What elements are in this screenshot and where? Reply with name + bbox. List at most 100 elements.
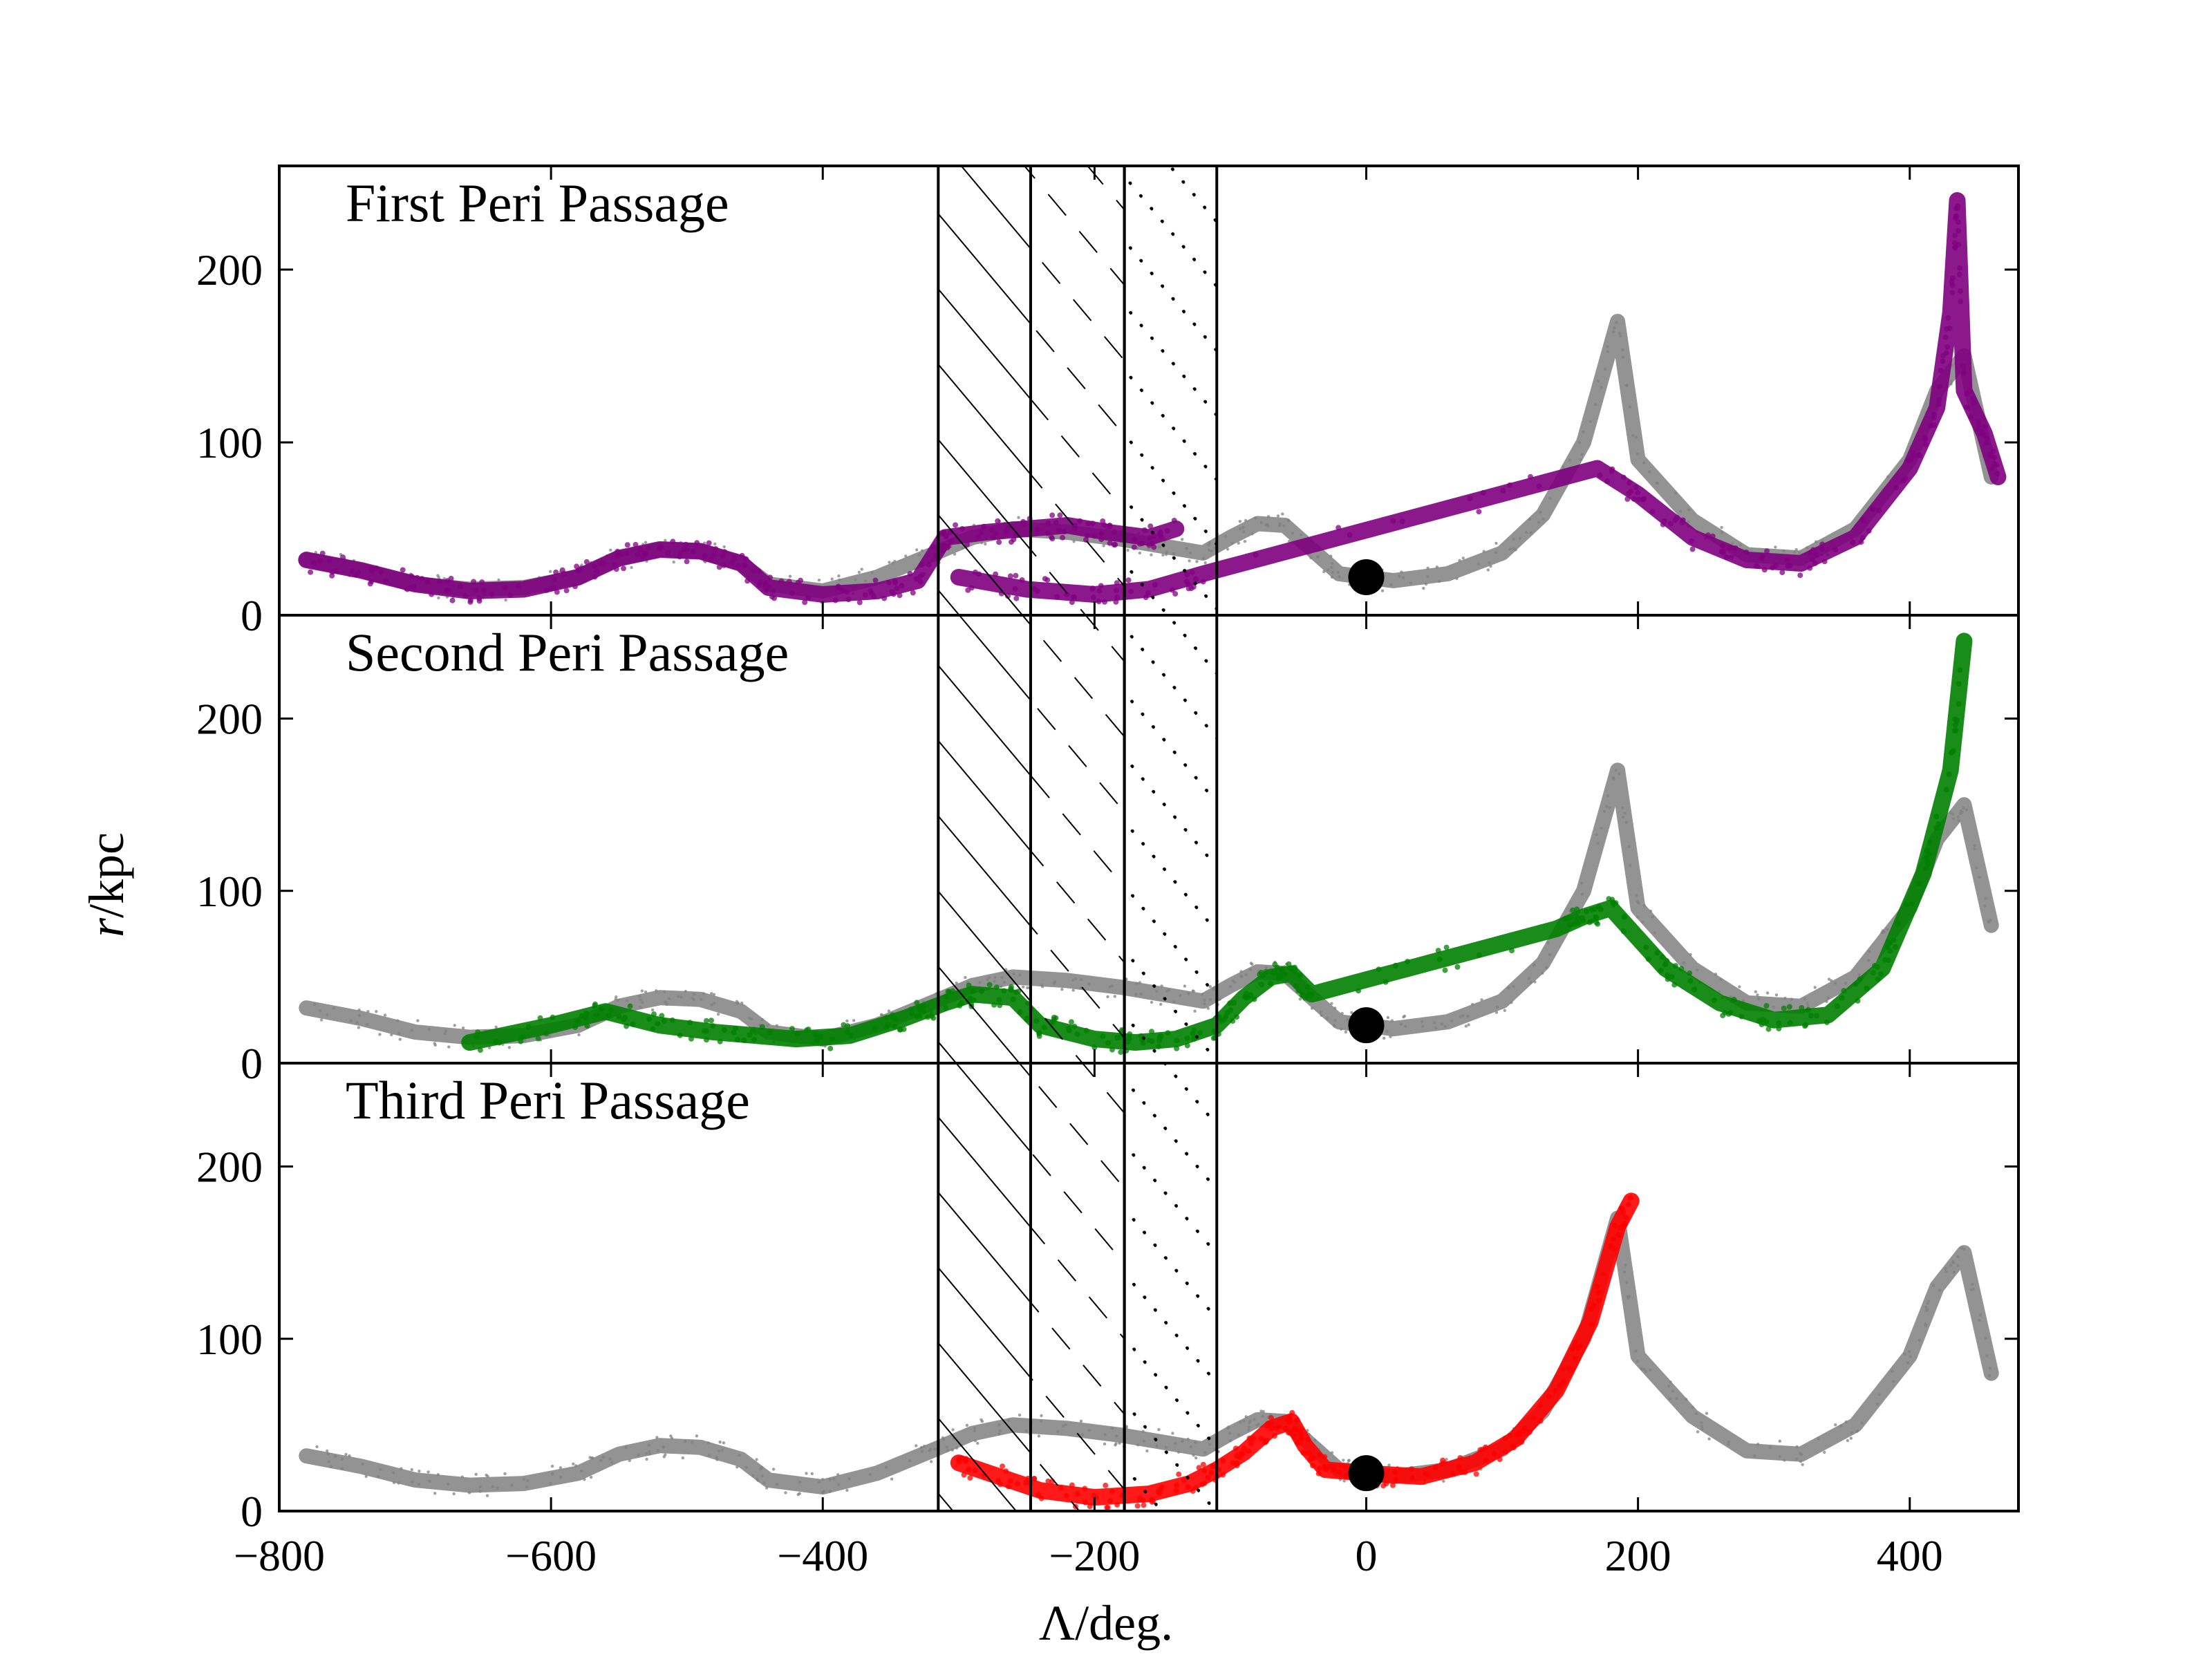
background-stream-point bbox=[411, 1480, 414, 1483]
background-stream-point bbox=[1612, 778, 1615, 781]
background-stream-point bbox=[1668, 1397, 1672, 1400]
background-stream-point bbox=[496, 1486, 499, 1490]
background-stream-point bbox=[1445, 1458, 1448, 1461]
background-stream-point bbox=[917, 553, 921, 557]
highlight-stream-point bbox=[661, 1018, 667, 1024]
highlight-stream-point bbox=[899, 583, 905, 589]
highlight-stream-point bbox=[1268, 1425, 1275, 1432]
background-stream-point bbox=[1426, 566, 1430, 570]
highlight-stream-point bbox=[892, 580, 899, 586]
background-stream-point bbox=[1624, 384, 1629, 387]
highlight-stream-point bbox=[578, 565, 584, 572]
background-stream-point bbox=[1546, 941, 1550, 944]
background-stream-point bbox=[1860, 1421, 1864, 1425]
highlight-stream-point bbox=[921, 1009, 927, 1015]
highlight-stream-point bbox=[627, 1003, 633, 1009]
background-stream-point bbox=[580, 1470, 583, 1473]
highlight-stream-point bbox=[583, 1011, 590, 1016]
highlight-stream-point bbox=[1839, 995, 1845, 1001]
background-stream-point bbox=[847, 1477, 851, 1481]
highlight-stream-point bbox=[1760, 1017, 1766, 1023]
highlight-stream-point bbox=[756, 583, 762, 589]
background-stream-point bbox=[1844, 982, 1848, 985]
background-stream-point bbox=[1801, 1463, 1804, 1466]
background-stream-point bbox=[915, 1444, 918, 1447]
highlight-stream-point bbox=[1232, 1445, 1239, 1452]
background-stream-point bbox=[1568, 458, 1572, 462]
background-stream-point bbox=[1254, 516, 1257, 520]
highlight-stream-point bbox=[687, 1020, 693, 1026]
background-stream-point bbox=[677, 995, 680, 998]
background-stream-point bbox=[1224, 535, 1228, 538]
background-stream-point bbox=[1218, 997, 1221, 1002]
background-stream-point bbox=[756, 1477, 759, 1481]
background-stream-point bbox=[1918, 1338, 1922, 1342]
background-stream-point bbox=[664, 1000, 667, 1004]
highlight-stream-point bbox=[1298, 1435, 1304, 1441]
background-stream-point bbox=[1890, 1369, 1894, 1374]
background-stream-point bbox=[1644, 1369, 1648, 1374]
background-stream-point bbox=[628, 1459, 631, 1463]
highlight-stream-point bbox=[1479, 1446, 1485, 1452]
background-stream-point bbox=[1855, 1429, 1859, 1433]
background-stream-point bbox=[915, 548, 919, 552]
background-stream-point bbox=[467, 1491, 471, 1494]
background-stream-point bbox=[718, 1441, 722, 1444]
highlight-stream-point bbox=[1282, 1425, 1288, 1432]
highlight-stream-point bbox=[333, 568, 339, 574]
background-stream-point bbox=[1951, 364, 1954, 367]
background-stream-point bbox=[817, 1480, 821, 1484]
highlight-stream-point bbox=[1604, 478, 1610, 485]
background-stream-point bbox=[444, 1029, 447, 1033]
background-stream-point bbox=[1756, 1443, 1760, 1446]
background-stream-point bbox=[1696, 1430, 1700, 1434]
highlight-stream-point bbox=[646, 545, 652, 551]
highlight-stream-point bbox=[1931, 422, 1937, 429]
background-stream-point bbox=[1299, 533, 1303, 536]
background-stream-point bbox=[1399, 1022, 1403, 1026]
background-stream-point bbox=[1226, 547, 1230, 551]
highlight-stream-point bbox=[373, 565, 379, 572]
background-stream-point bbox=[1944, 1270, 1948, 1273]
background-stream-point bbox=[1580, 453, 1584, 456]
highlight-stream-point bbox=[615, 548, 621, 554]
highlight-stream-point bbox=[650, 1026, 656, 1032]
background-stream-point bbox=[1689, 953, 1692, 957]
background-stream-point bbox=[1386, 1015, 1390, 1020]
highlight-stream-point bbox=[1909, 901, 1915, 907]
background-stream-point bbox=[1621, 815, 1625, 819]
background-stream-point bbox=[751, 1474, 755, 1477]
highlight-stream-point bbox=[597, 561, 603, 567]
background-stream-point bbox=[736, 1001, 740, 1005]
highlight-stream-point bbox=[1612, 1223, 1618, 1229]
highlight-stream-point bbox=[688, 1035, 694, 1042]
background-stream-point bbox=[1868, 950, 1871, 953]
highlight-stream-point bbox=[1584, 908, 1590, 915]
background-stream-point bbox=[1906, 1361, 1910, 1365]
background-stream-point bbox=[1606, 794, 1610, 798]
background-stream-point bbox=[706, 1441, 710, 1445]
background-stream-point bbox=[1971, 1287, 1976, 1291]
background-stream-point bbox=[427, 1027, 431, 1031]
highlight-stream-point bbox=[619, 551, 624, 557]
highlight-stream-point bbox=[1922, 442, 1929, 447]
background-stream-point bbox=[1606, 350, 1609, 353]
highlight-stream-point bbox=[1615, 1232, 1622, 1238]
background-stream-point bbox=[648, 1452, 652, 1456]
highlight-stream-point bbox=[1577, 1343, 1583, 1349]
highlight-stream-point bbox=[1821, 559, 1828, 565]
highlight-stream-point bbox=[1976, 422, 1982, 429]
background-stream-point bbox=[1813, 986, 1817, 989]
highlight-stream-point bbox=[789, 590, 795, 596]
highlight-stream-point bbox=[1228, 1007, 1234, 1013]
highlight-stream-point bbox=[1500, 487, 1506, 494]
background-stream-point bbox=[672, 560, 675, 564]
background-stream-point bbox=[1634, 435, 1638, 439]
highlight-stream-point bbox=[1238, 1450, 1244, 1456]
highlight-stream-point bbox=[1931, 411, 1938, 418]
highlight-stream-point bbox=[1295, 988, 1302, 994]
highlight-stream-point bbox=[479, 579, 485, 585]
highlight-stream-point bbox=[559, 567, 565, 573]
background-stream-point bbox=[1985, 1354, 1989, 1358]
background-stream-point bbox=[1342, 1479, 1346, 1483]
